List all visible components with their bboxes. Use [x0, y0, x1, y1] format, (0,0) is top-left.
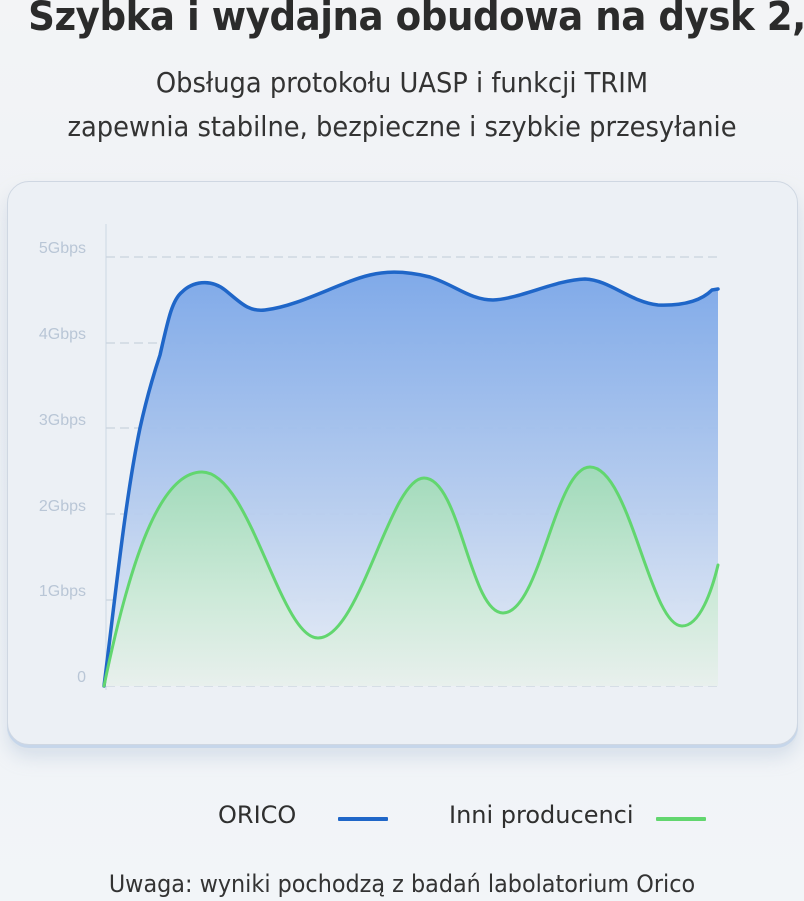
footer-note: Uwaga: wyniki pochodzą z badań labolator…	[108, 870, 696, 898]
y-tick-3: 3Gbps	[38, 412, 86, 429]
y-tick-0: 0	[77, 669, 86, 686]
speed-chart	[102, 224, 721, 690]
orico-line	[102, 270, 720, 688]
y-tick-5: 5Gbps	[38, 240, 86, 257]
others-area	[104, 467, 718, 686]
y-tick-4: 4Gbps	[38, 326, 86, 343]
y-tick-2: 2Gbps	[38, 498, 86, 515]
page-title: Szybka i wydajna obudowa na dysk 2,5”	[28, 0, 804, 40]
legend-label-others: Inni producenci	[449, 801, 634, 829]
legend-label-orico: ORICO	[218, 801, 297, 829]
subtitle-line-2: zapewnia stabilne, bezpieczne i szybkie …	[67, 110, 737, 143]
y-tick-1: 1Gbps	[38, 583, 86, 600]
legend-line-orico	[338, 817, 388, 821]
others-line	[102, 465, 720, 688]
legend-line-others	[656, 817, 706, 821]
subtitle-line-1: Obsługa protokołu UASP i funkcji TRIM	[155, 66, 649, 99]
